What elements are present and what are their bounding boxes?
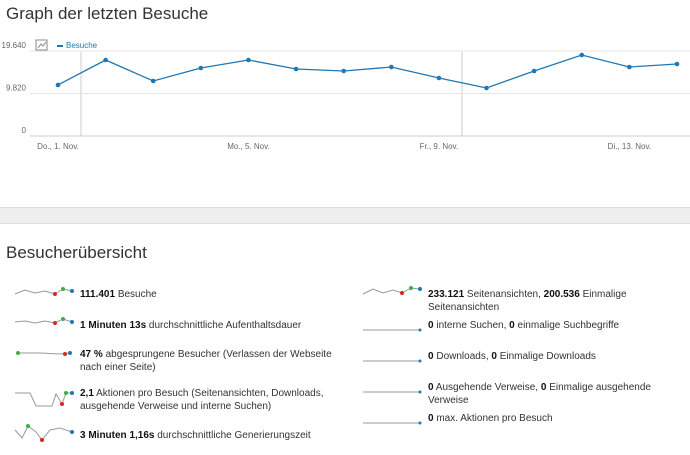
metric-text: abgesprungene Besucher (Verlassen der We… <box>80 349 332 373</box>
metric-text: durchschnittliche Generierungszeit <box>154 430 311 441</box>
metric-text: Aktionen pro Besuch (Seitenansichten, Do… <box>80 388 324 412</box>
x-tick-label: Fr., 9. Nov. <box>420 142 459 151</box>
x-tick-label: Mo., 5. Nov. <box>227 142 270 151</box>
legend-label: Besuche <box>66 41 98 50</box>
x-tick-label: Di., 13. Nov. <box>608 142 651 151</box>
data-point <box>341 68 346 74</box>
widget-title: Graph der letzten Besuche <box>6 4 209 23</box>
data-point <box>150 78 156 84</box>
metric-text: Besuche <box>115 289 157 300</box>
y-tick-label: 9.820 <box>6 84 27 93</box>
metric-text: interne Suchen, <box>433 320 510 331</box>
metric-value: 200.536 <box>543 289 580 300</box>
chart-icon-line <box>37 41 47 49</box>
metric-text: Einmalige ausgehende Verweise <box>428 382 651 406</box>
metric-value: 1 Minuten 13s <box>80 320 147 331</box>
sparklines <box>14 286 422 442</box>
data-point <box>55 82 61 88</box>
metric-value: 111.401 <box>80 289 116 300</box>
metric-text: Downloads, <box>433 351 492 362</box>
sparkline <box>18 352 71 355</box>
metric-value: 0 <box>428 382 434 393</box>
spark-dots <box>16 286 422 442</box>
metric-item: 0 interne Suchen, 0 einmalige Suchbegrif… <box>428 319 688 332</box>
metric-value: 0 <box>540 382 547 393</box>
x-tick-label: Do., 1. Nov. <box>37 142 79 151</box>
data-point <box>198 65 204 71</box>
widget-separator <box>0 207 690 224</box>
metric-value: 0 <box>428 413 434 424</box>
data-point <box>627 64 632 70</box>
data-point <box>389 64 394 70</box>
data-point <box>436 75 442 81</box>
metric-text: Einmalige Downloads <box>496 351 596 362</box>
data-point <box>293 66 299 72</box>
data-point <box>246 57 251 63</box>
metric-item: 3 Minuten 1,16s durchschnittliche Generi… <box>80 429 340 442</box>
metric-value: 0 <box>428 351 434 362</box>
metric-item: 2,1 Aktionen pro Besuch (Seitenansichten… <box>80 387 340 413</box>
metric-value: 0 <box>428 320 434 331</box>
metric-value: 233.121 <box>428 289 465 300</box>
metric-item: 0 max. Aktionen pro Besuch <box>428 412 688 425</box>
metric-item: 0 Ausgehende Verweise, 0 Einmalige ausge… <box>428 381 688 407</box>
metric-item: 233.121 Seitenansichten, 200.536 Einmali… <box>428 288 688 314</box>
data-point <box>484 85 489 91</box>
metric-text: durchschnittliche Aufenthaltsdauer <box>146 320 302 331</box>
line-chart: Besuche 19.640 9.820 0 Do., 1. Nov. Mo., 5. … <box>2 39 690 151</box>
data-point <box>103 57 108 63</box>
chart-icon <box>35 39 48 51</box>
metric-value: 0 <box>491 351 497 362</box>
sparkline <box>14 425 73 441</box>
y-tick-label: 0 <box>22 126 27 135</box>
metric-item: 1 Minuten 13s durchschnittliche Aufentha… <box>80 319 340 332</box>
data-point <box>579 52 585 58</box>
metric-text: Einmalige Seitenansichten <box>428 289 627 313</box>
metric-text: Ausgehende Verweise, <box>433 382 541 393</box>
widget-title: Besucherübersicht <box>6 243 147 262</box>
metric-item: 111.401 Besuche <box>80 288 340 301</box>
metric-value: 0 <box>509 320 515 331</box>
metric-item: 47 % abgesprungene Besucher (Verlassen d… <box>80 348 340 374</box>
metric-text: max. Aktionen pro Besuch <box>433 413 553 424</box>
metric-text: einmalige Suchbegriffe <box>514 320 620 331</box>
metric-text: Seitenansichten, <box>464 289 544 300</box>
series-line <box>57 54 678 89</box>
metric-value: 3 Minuten 1,16s <box>80 430 155 441</box>
data-point <box>531 68 537 74</box>
metric-value: 47 % <box>80 349 103 360</box>
metric-item: 0 Downloads, 0 Einmalige Downloads <box>428 350 688 363</box>
y-tick-label: 19.640 <box>2 41 27 50</box>
data-point <box>674 61 680 67</box>
metric-value: 2,1 <box>80 388 94 399</box>
